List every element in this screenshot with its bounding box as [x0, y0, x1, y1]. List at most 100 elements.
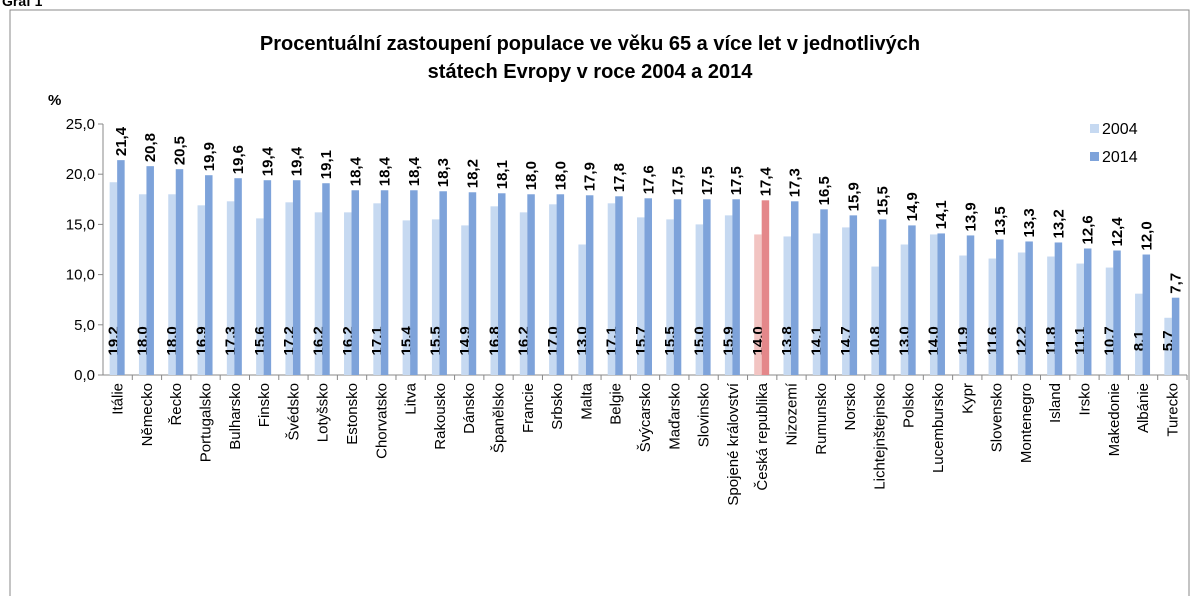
legend-swatch: [1090, 152, 1099, 161]
bar: [1142, 254, 1151, 375]
value-label: 18,4: [347, 156, 364, 186]
value-label: 19,4: [289, 146, 306, 176]
bar: [439, 191, 447, 375]
value-label: 19,6: [230, 145, 247, 174]
x-tick-label: Slovensko: [989, 383, 1006, 452]
x-tick-label: Estonsko: [344, 383, 361, 445]
bar: [117, 160, 125, 375]
bar: [1113, 250, 1121, 375]
x-tick-label: Irsko: [1076, 383, 1093, 416]
bar: [205, 175, 213, 375]
bar: [871, 266, 879, 375]
bar: [615, 196, 623, 375]
bar: [1054, 242, 1063, 375]
value-label: 13,3: [1021, 208, 1038, 237]
bar: [373, 203, 381, 375]
bar: [761, 200, 770, 375]
y-tick-label: 10,0: [66, 267, 95, 284]
x-tick-label: Lotyšsko: [315, 383, 332, 442]
bar: [322, 183, 330, 375]
bar: [344, 212, 352, 375]
x-tick-label: Finsko: [256, 383, 273, 427]
bar: [1171, 297, 1180, 375]
bar: [724, 215, 733, 375]
bar: [1135, 293, 1143, 375]
y-tick-label: 5,0: [74, 317, 95, 334]
legend-swatch: [1090, 124, 1099, 133]
bar: [966, 235, 975, 375]
bar: [168, 194, 176, 375]
frame: [9, 9, 1190, 596]
bar: [732, 199, 740, 375]
bar: [549, 204, 557, 375]
bar: [607, 203, 616, 375]
value-label: 17,6: [640, 165, 657, 194]
value-label: 19,1: [318, 150, 335, 179]
value-label: 14,9: [904, 192, 921, 221]
x-tick-label: Slovinsko: [696, 383, 713, 447]
value-label: 20,5: [171, 136, 188, 165]
bar: [498, 193, 506, 375]
bar: [1047, 256, 1055, 375]
bar: [146, 166, 154, 375]
value-label: 12,4: [1109, 217, 1126, 247]
x-tick-label: Itálie: [110, 383, 127, 415]
value-label: 13,5: [992, 206, 1009, 235]
y-tick-label: 25,0: [66, 116, 95, 133]
bar: [900, 244, 909, 375]
bar: [929, 234, 938, 375]
bar: [754, 234, 762, 375]
bar: [1025, 241, 1033, 375]
value-label: 14,1: [933, 200, 950, 229]
chart-title: státech Evropy v roce 2004 a 2014: [428, 61, 754, 83]
value-label: 12,0: [1138, 221, 1155, 250]
value-label: 15,5: [875, 186, 892, 215]
bar: [175, 169, 184, 375]
x-tick-label: Francie: [520, 383, 537, 433]
bar: [644, 198, 652, 375]
bar: [292, 180, 301, 375]
bar: [842, 227, 850, 375]
bar: [256, 218, 264, 375]
bar: [812, 233, 821, 375]
value-label: 17,5: [699, 166, 716, 195]
bar: [263, 180, 272, 375]
x-tick-label: Německo: [139, 383, 156, 446]
x-tick-label: Turecko: [1164, 383, 1181, 437]
bar: [878, 219, 887, 375]
x-tick-label: Makedonie: [1106, 383, 1123, 456]
x-tick-label: Polsko: [901, 383, 918, 428]
bar: [666, 219, 674, 375]
x-tick-label: Chorvatsko: [373, 383, 390, 459]
bar: [1105, 267, 1114, 375]
value-label: 18,1: [494, 160, 511, 189]
chart-title: Procentuální zastoupení populace ve věku…: [260, 33, 920, 55]
value-label: 18,4: [377, 156, 394, 186]
bar: [703, 199, 711, 375]
bar: [1164, 317, 1172, 375]
bar: [351, 190, 360, 375]
bar: [461, 225, 469, 375]
bar: [578, 244, 586, 375]
x-tick-label: Švýcarsko: [637, 383, 654, 452]
bar: [197, 205, 206, 375]
y-tick-label: 0,0: [74, 367, 95, 384]
value-label: 18,2: [464, 159, 481, 188]
x-tick-label: Montenegro: [1018, 383, 1035, 463]
bar: [673, 199, 682, 375]
x-tick-label: Malta: [578, 382, 595, 419]
bar: [314, 212, 323, 375]
value-label: 18,0: [552, 161, 569, 190]
bar: [556, 194, 565, 375]
bar: [410, 190, 418, 375]
x-tick-label: Španělsko: [491, 383, 508, 453]
x-tick-label: Norsko: [842, 383, 859, 431]
x-tick-label: Rakousko: [432, 383, 449, 450]
x-tick-label: Portugalsko: [198, 383, 215, 462]
bar: [996, 239, 1004, 375]
bar: [138, 194, 147, 375]
x-tick-label: Lichtejnštejnsko: [871, 383, 888, 490]
bar: [109, 182, 118, 375]
value-label: 17,3: [787, 168, 804, 197]
